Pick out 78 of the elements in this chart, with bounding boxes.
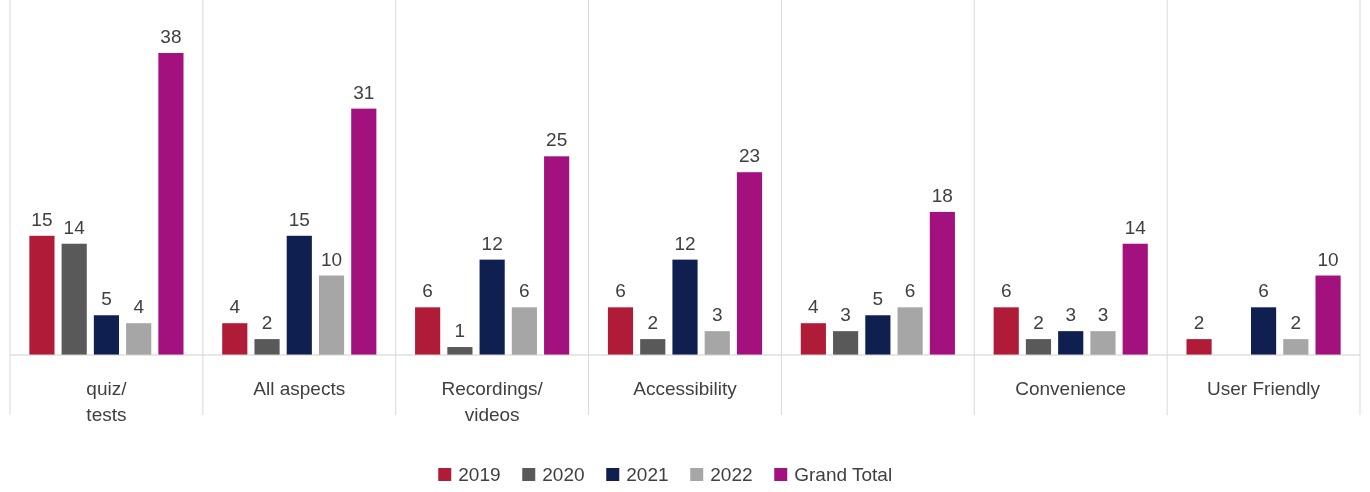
- bar: [351, 108, 377, 355]
- bar: [865, 315, 891, 355]
- data-label: 12: [674, 232, 696, 254]
- bar: [1058, 331, 1084, 355]
- bar: [607, 307, 634, 355]
- bar: [833, 331, 859, 355]
- bar: [415, 307, 441, 355]
- bar: [61, 243, 87, 355]
- data-label: 18: [931, 184, 953, 206]
- bar: [544, 156, 570, 355]
- data-label: 10: [320, 248, 343, 270]
- x-tick-label: Accessibility: [633, 378, 738, 399]
- bar: [800, 323, 826, 355]
- data-label: 4: [133, 296, 145, 318]
- data-label: 6: [615, 280, 626, 302]
- x-tick-label: All aspects: [253, 378, 346, 399]
- data-label: 6: [519, 280, 530, 302]
- data-label: 23: [738, 145, 761, 167]
- data-label: 3: [711, 304, 723, 326]
- data-label: 15: [31, 208, 53, 230]
- data-label: 3: [1097, 304, 1109, 326]
- bar: [126, 323, 152, 355]
- bar: [993, 307, 1019, 355]
- bar: [1283, 339, 1309, 355]
- data-label: 2: [261, 312, 273, 334]
- data-label: 12: [481, 232, 503, 254]
- legend-label: 2022: [710, 464, 753, 485]
- bar: [29, 235, 55, 355]
- bar: [158, 53, 184, 355]
- data-label: 31: [353, 81, 375, 103]
- data-label: 25: [546, 129, 568, 151]
- data-label: 1: [454, 320, 466, 342]
- data-label: 2: [1033, 312, 1044, 334]
- legend-label: 2021: [626, 464, 669, 485]
- data-label: 10: [1317, 248, 1339, 270]
- bar: [672, 259, 698, 355]
- data-label: 4: [229, 296, 241, 318]
- bar: [1025, 339, 1052, 355]
- bar: [704, 331, 730, 355]
- bar: [1122, 243, 1148, 355]
- bar: [479, 259, 505, 355]
- data-label: 2: [1193, 312, 1205, 334]
- x-tick-label: quiz/tests: [86, 378, 128, 425]
- data-label: 6: [1000, 280, 1012, 302]
- data-label: 3: [1065, 304, 1076, 326]
- data-label: 2: [1290, 312, 1302, 334]
- data-label: 4: [808, 296, 820, 318]
- bar: [222, 323, 248, 355]
- legend-label: Grand Total: [794, 464, 893, 485]
- bar: [1186, 339, 1212, 355]
- data-label: 15: [288, 208, 310, 230]
- x-tick-label: Convenience: [1015, 378, 1127, 399]
- data-label: 5: [872, 288, 884, 310]
- bar: [1250, 307, 1277, 355]
- data-label: 14: [1124, 216, 1147, 238]
- bar: [736, 172, 763, 355]
- bar: [93, 315, 120, 355]
- data-label: 2: [647, 312, 659, 334]
- x-tick-label: User Friendly: [1207, 378, 1321, 399]
- data-label: 14: [63, 216, 86, 238]
- data-label: 5: [101, 288, 112, 310]
- bar: [1090, 331, 1116, 355]
- bar: [640, 339, 666, 355]
- legend-label: 2019: [458, 464, 501, 485]
- data-label: 6: [1258, 280, 1269, 302]
- data-label: 6: [422, 280, 433, 302]
- bar: [254, 339, 280, 355]
- data-label: 3: [840, 304, 851, 326]
- data-label: 6: [904, 280, 916, 302]
- bar: [1315, 275, 1341, 355]
- bar: [897, 307, 923, 355]
- bar: [318, 275, 345, 355]
- bar: [511, 307, 537, 355]
- data-label: 38: [160, 26, 182, 47]
- x-tick-label: Recordings/videos: [441, 378, 544, 425]
- bar: [286, 235, 312, 355]
- bar: [929, 211, 955, 355]
- legend-label: 2020: [542, 464, 585, 485]
